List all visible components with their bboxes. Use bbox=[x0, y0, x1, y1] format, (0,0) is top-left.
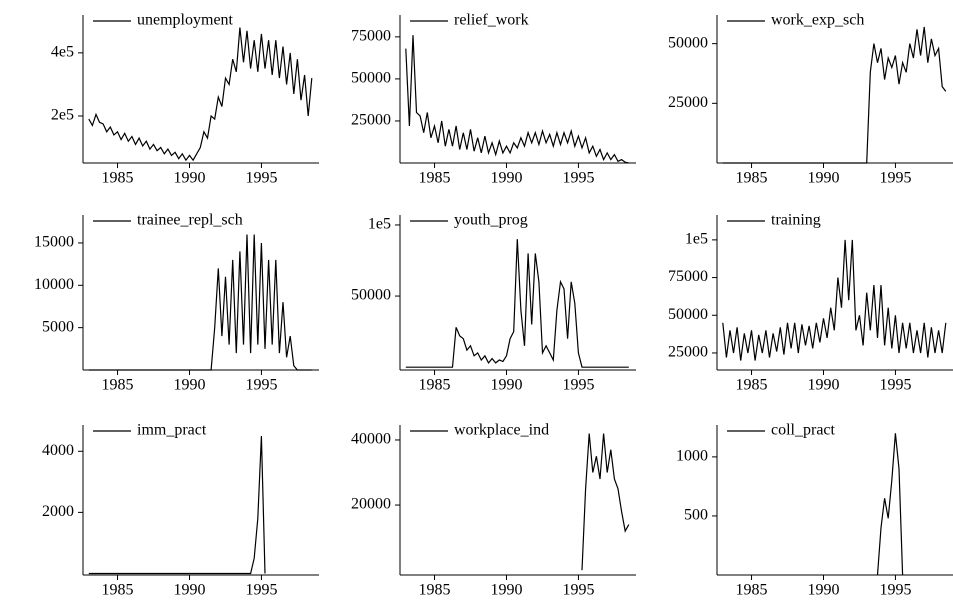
y-tick-label: 25000 bbox=[668, 94, 708, 111]
legend-label: unemployment bbox=[137, 12, 234, 29]
series-line bbox=[88, 435, 266, 575]
y-tick-label: 75000 bbox=[668, 268, 708, 285]
y-tick-label: 5000 bbox=[42, 318, 74, 335]
x-tick-label: 1990 bbox=[807, 377, 839, 394]
y-tick-label: 1e5 bbox=[685, 231, 708, 248]
x-tick-label: 1990 bbox=[490, 582, 522, 599]
y-tick-label: 2000 bbox=[42, 503, 74, 520]
x-tick-label: 1990 bbox=[807, 170, 839, 187]
x-tick-label: 1990 bbox=[807, 582, 839, 599]
series-line bbox=[88, 27, 313, 162]
x-tick-label: 1995 bbox=[245, 170, 277, 187]
legend-label: youth_prog bbox=[454, 212, 528, 229]
x-tick-label: 1985 bbox=[736, 582, 768, 599]
x-tick-label: 1985 bbox=[419, 170, 451, 187]
y-tick-label: 50000 bbox=[351, 70, 391, 87]
legend-label: work_exp_sch bbox=[771, 12, 864, 29]
x-tick-label: 1985 bbox=[102, 170, 134, 187]
legend-label: training bbox=[771, 212, 821, 229]
y-tick-label: 50000 bbox=[668, 306, 708, 323]
y-tick-label: 1e5 bbox=[368, 216, 391, 233]
x-tick-label: 1990 bbox=[490, 170, 522, 187]
legend-label: imm_pract bbox=[137, 422, 207, 439]
legend-label: relief_work bbox=[454, 12, 529, 29]
y-tick-label: 10000 bbox=[34, 276, 74, 293]
x-tick-label: 1990 bbox=[173, 170, 205, 187]
legend-label: workplace_ind bbox=[454, 422, 549, 439]
series-line bbox=[405, 35, 629, 164]
x-tick-label: 1985 bbox=[736, 170, 768, 187]
x-tick-label: 1995 bbox=[245, 377, 277, 394]
y-tick-label: 50000 bbox=[668, 34, 708, 51]
x-tick-label: 1995 bbox=[879, 582, 911, 599]
y-tick-label: 1000 bbox=[676, 448, 708, 465]
y-tick-label: 25000 bbox=[668, 344, 708, 361]
x-tick-label: 1990 bbox=[173, 582, 205, 599]
y-tick-label: 50000 bbox=[351, 287, 391, 304]
x-tick-label: 1985 bbox=[419, 582, 451, 599]
y-tick-label: 25000 bbox=[351, 112, 391, 129]
x-tick-label: 1985 bbox=[419, 377, 451, 394]
y-tick-label: 500 bbox=[684, 507, 708, 524]
x-tick-label: 1995 bbox=[562, 377, 594, 394]
x-tick-label: 1985 bbox=[736, 377, 768, 394]
x-tick-label: 1990 bbox=[173, 377, 205, 394]
series-line bbox=[722, 26, 947, 164]
x-tick-label: 1995 bbox=[879, 377, 911, 394]
x-tick-label: 1985 bbox=[102, 582, 134, 599]
x-tick-label: 1990 bbox=[490, 377, 522, 394]
legend-label: coll_pract bbox=[771, 422, 836, 439]
x-tick-label: 1995 bbox=[562, 170, 594, 187]
series-line bbox=[88, 234, 312, 371]
y-tick-label: 4e5 bbox=[51, 44, 74, 61]
series-line bbox=[722, 239, 947, 361]
x-tick-label: 1985 bbox=[102, 377, 134, 394]
x-tick-label: 1995 bbox=[245, 582, 277, 599]
series-line bbox=[876, 433, 904, 576]
series-line bbox=[581, 433, 630, 571]
series-line bbox=[405, 239, 629, 368]
x-tick-label: 1995 bbox=[879, 170, 911, 187]
y-tick-label: 75000 bbox=[351, 28, 391, 45]
legend-label: trainee_repl_sch bbox=[137, 212, 243, 229]
y-tick-label: 2e5 bbox=[51, 107, 74, 124]
y-tick-label: 20000 bbox=[351, 496, 391, 513]
y-tick-label: 15000 bbox=[34, 234, 74, 251]
y-tick-label: 4000 bbox=[42, 442, 74, 459]
x-tick-label: 1995 bbox=[562, 582, 594, 599]
y-tick-label: 40000 bbox=[351, 431, 391, 448]
